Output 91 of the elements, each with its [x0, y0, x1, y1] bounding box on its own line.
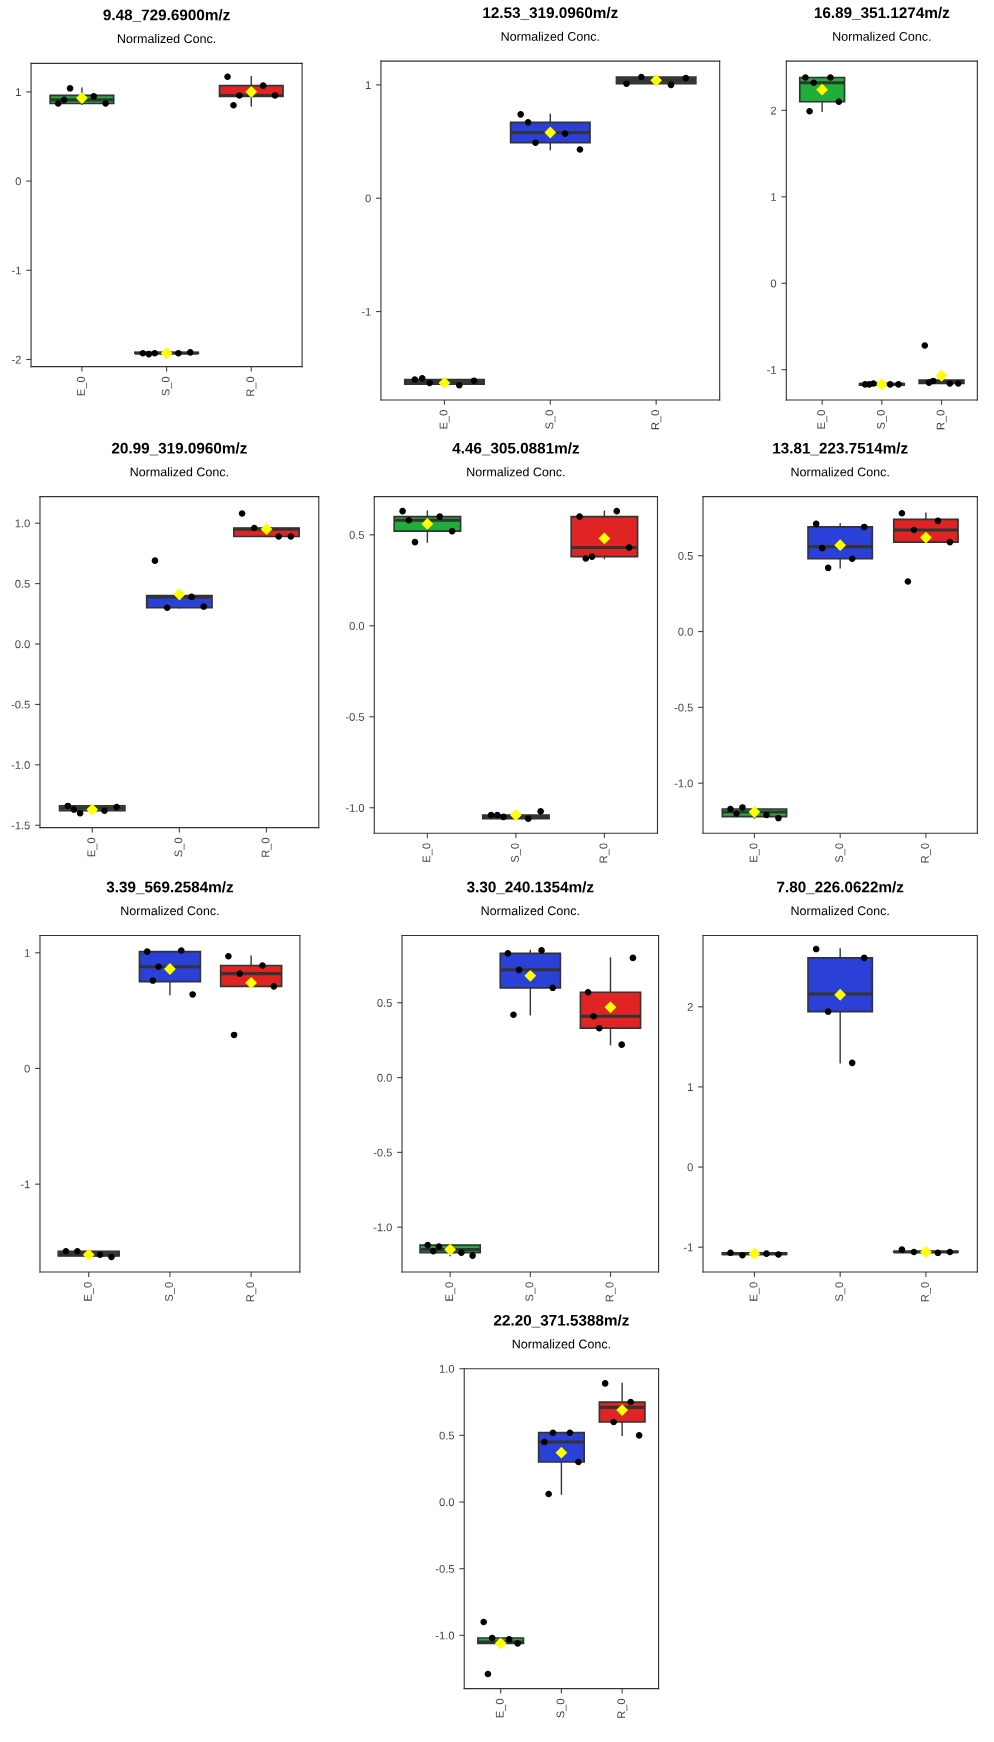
x-tick-label: R_0	[261, 837, 272, 857]
chart-subtitle: Normalized Conc.	[117, 33, 216, 44]
y-tick-label: 0.0	[377, 1073, 392, 1082]
y-tick-label: 1	[365, 81, 371, 89]
chart-subtitle: Normalized Conc.	[791, 906, 889, 916]
chart-subtitle: Normalized Conc.	[481, 906, 579, 916]
chart-subtitle: Normalized Conc.	[467, 467, 565, 477]
x-tick-label: S_0	[876, 410, 887, 429]
y-tick-label: 2	[770, 106, 777, 115]
x-tick-label: R_0	[651, 410, 662, 430]
chart-title: 12.53_319.0960m/z	[483, 6, 618, 20]
x-tick-label: R_0	[936, 410, 947, 430]
chart-subtitle: Normalized Conc.	[501, 31, 599, 41]
y-tick-label: 0.0	[15, 640, 30, 649]
x-tick-label: S_0	[525, 1282, 536, 1302]
x-tick-label: E_0	[422, 843, 433, 862]
y-tick-label: -1	[361, 307, 371, 316]
y-tick-label: -1.0	[11, 761, 30, 769]
y-tick-label: 0	[365, 194, 371, 203]
x-tick-label: S_0	[556, 1698, 567, 1718]
y-tick-label: -1.5	[11, 821, 30, 830]
chart-subtitle: Normalized Conc.	[512, 1339, 610, 1349]
y-tick-label: 0.5	[349, 531, 365, 539]
chart-title: 22.20_371.5388m/z	[493, 1314, 629, 1328]
y-tick-label: -1.0	[435, 1631, 455, 1640]
y-tick-label: 0.5	[15, 579, 30, 588]
x-tick-label: E_0	[495, 1698, 506, 1718]
y-tick-label: -1.0	[345, 804, 365, 812]
chart-title: 7.80_226.0622m/z	[777, 881, 904, 895]
x-tick-label: E_0	[439, 410, 450, 429]
x-tick-label: S_0	[165, 1282, 176, 1302]
y-tick-label: 0.5	[678, 552, 693, 560]
chart-title: 4.46_305.0881m/z	[452, 442, 580, 456]
x-tick-label: R_0	[605, 1282, 616, 1302]
y-tick-label: 1	[16, 88, 21, 96]
y-tick-label: 0	[687, 1163, 693, 1172]
y-tick-label: 0.0	[349, 622, 365, 630]
y-tick-label: 1	[687, 1083, 693, 1091]
x-tick-label: R_0	[921, 1282, 931, 1302]
chart-subtitle: Normalized Conc.	[121, 906, 219, 916]
y-tick-label: 0.5	[439, 1431, 455, 1440]
x-tick-label: E_0	[445, 1282, 456, 1301]
chart-title: 16.89_351.1274m/z	[814, 6, 950, 20]
x-tick-label: R_0	[617, 1698, 628, 1718]
x-tick-label: E_0	[77, 376, 87, 396]
y-tick-label: 1.0	[15, 519, 30, 528]
chart-subtitle: Normalized Conc.	[833, 31, 931, 41]
y-tick-label: 0	[24, 1064, 30, 1073]
y-tick-label: 2	[687, 1003, 693, 1011]
y-tick-label: 1	[771, 193, 777, 201]
x-tick-label: S_0	[511, 843, 521, 863]
y-tick-label: -0.5	[11, 700, 30, 709]
y-tick-label: 1	[24, 949, 30, 957]
x-tick-label: S_0	[835, 843, 846, 863]
y-tick-label: -1	[11, 266, 21, 275]
chart-title: 20.99_319.0960m/z	[111, 442, 247, 456]
x-tick-label: S_0	[835, 1282, 846, 1302]
y-tick-label: -2	[11, 355, 21, 364]
y-tick-label: -1.0	[373, 1223, 392, 1232]
x-tick-label: R_0	[246, 1282, 257, 1302]
y-tick-label: -1	[683, 1243, 693, 1252]
x-tick-label: E_0	[87, 837, 98, 857]
y-tick-label: 0	[15, 177, 21, 186]
y-tick-label: 0.0	[439, 1498, 455, 1507]
y-tick-label: 0	[770, 279, 777, 288]
chart-title: 3.30_240.1354m/z	[466, 881, 594, 895]
y-tick-label: -1	[20, 1180, 30, 1189]
chart-title: 13.81_223.7514m/z	[773, 442, 908, 456]
chart-title: 9.48_729.6900m/z	[103, 9, 230, 23]
x-tick-label: S_0	[545, 410, 556, 429]
x-tick-label: S_0	[161, 376, 172, 396]
y-tick-label: 1.0	[439, 1364, 455, 1373]
y-tick-label: 0.0	[678, 627, 693, 636]
x-tick-label: R_0	[921, 843, 931, 863]
y-tick-label: -1.0	[674, 779, 693, 788]
y-tick-label: -0.5	[345, 713, 365, 721]
x-tick-label: E_0	[817, 410, 828, 429]
y-tick-label: -1	[767, 366, 777, 374]
y-tick-label: -0.5	[435, 1564, 455, 1573]
x-tick-label: R_0	[246, 376, 257, 396]
chart-title: 3.39_569.2584m/z	[106, 881, 234, 895]
x-tick-label: E_0	[83, 1282, 94, 1301]
y-tick-label: 0.5	[377, 999, 392, 1007]
x-tick-label: E_0	[749, 1282, 760, 1301]
x-tick-label: E_0	[749, 843, 760, 862]
x-tick-label: R_0	[599, 843, 610, 863]
chart-subtitle: Normalized Conc.	[791, 467, 889, 477]
chart-subtitle: Normalized Conc.	[130, 467, 228, 477]
x-tick-label: S_0	[174, 837, 185, 857]
y-tick-label: -0.5	[674, 703, 693, 712]
y-tick-label: -0.5	[373, 1148, 392, 1157]
